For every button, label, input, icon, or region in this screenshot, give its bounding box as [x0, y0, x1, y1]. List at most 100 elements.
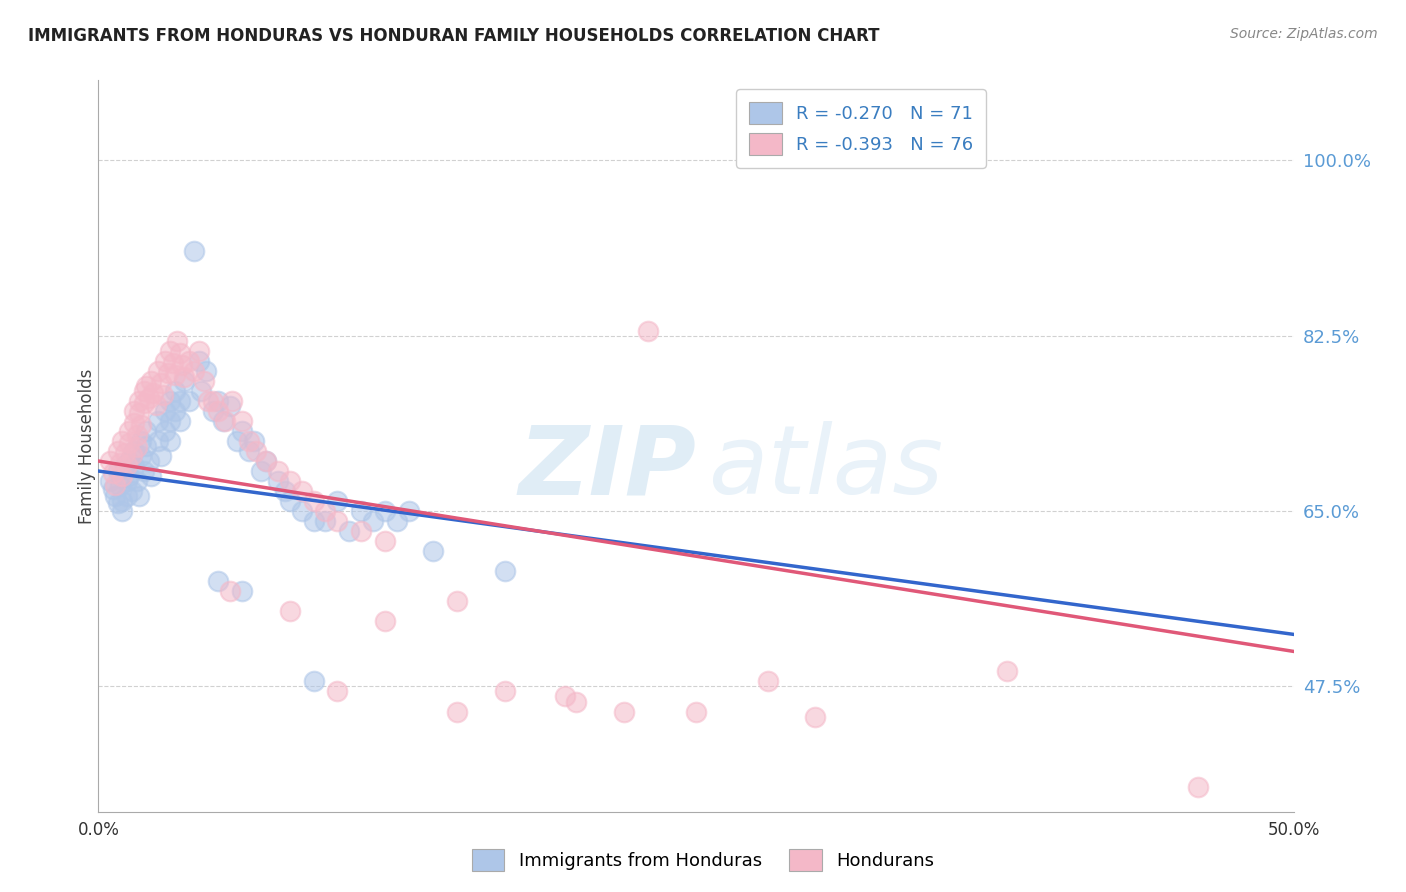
Point	[315, 514, 337, 528]
Point	[804, 709, 827, 723]
Point	[238, 434, 260, 448]
Point	[193, 374, 215, 388]
Point	[207, 393, 229, 408]
Point	[267, 474, 290, 488]
Point	[152, 388, 174, 402]
Point	[169, 346, 191, 360]
Point	[125, 474, 148, 488]
Point	[145, 398, 167, 412]
Point	[326, 684, 349, 698]
Point	[101, 482, 124, 496]
Point	[302, 674, 325, 689]
Point	[139, 374, 162, 388]
Point	[135, 424, 157, 438]
Point	[756, 674, 779, 689]
Point	[163, 404, 186, 418]
Point	[159, 434, 181, 448]
Point	[226, 434, 249, 448]
Point	[107, 496, 129, 510]
Point	[121, 448, 143, 462]
Text: IMMIGRANTS FROM HONDURAS VS HONDURAN FAMILY HOUSEHOLDS CORRELATION CHART: IMMIGRANTS FROM HONDURAS VS HONDURAN FAM…	[28, 27, 880, 45]
Point	[219, 584, 242, 599]
Point	[111, 469, 134, 483]
Point	[494, 564, 516, 578]
Legend: Immigrants from Honduras, Hondurans: Immigrants from Honduras, Hondurans	[465, 842, 941, 879]
Text: Source: ZipAtlas.com: Source: ZipAtlas.com	[1230, 27, 1378, 41]
Point	[214, 414, 236, 428]
Point	[613, 705, 636, 719]
Point	[159, 393, 181, 408]
Point	[173, 369, 195, 384]
Point	[118, 424, 141, 438]
Point	[155, 424, 177, 438]
Point	[128, 406, 150, 420]
Point	[138, 454, 160, 468]
Point	[350, 504, 373, 518]
Point	[124, 458, 146, 473]
Point	[101, 466, 124, 480]
Point	[125, 440, 148, 454]
Point	[162, 356, 184, 370]
Point	[148, 414, 170, 428]
Point	[108, 479, 131, 493]
Point	[339, 524, 361, 538]
Point	[291, 504, 314, 518]
Point	[155, 354, 177, 368]
Point	[238, 444, 260, 458]
Point	[169, 393, 191, 408]
Point	[207, 574, 229, 589]
Point	[107, 444, 129, 458]
Point	[446, 594, 468, 608]
Point	[142, 385, 165, 400]
Point	[374, 504, 396, 518]
Point	[274, 484, 297, 499]
Point	[132, 464, 155, 478]
Point	[115, 489, 138, 503]
Point	[124, 416, 146, 430]
Point	[211, 414, 233, 428]
Point	[302, 514, 325, 528]
Point	[118, 469, 141, 483]
Point	[231, 424, 253, 438]
Point	[195, 364, 218, 378]
Point	[685, 705, 707, 719]
Point	[326, 494, 349, 508]
Point	[108, 456, 131, 470]
Point	[385, 514, 409, 528]
Point	[132, 384, 155, 398]
Point	[114, 446, 136, 460]
Point	[315, 504, 337, 518]
Point	[202, 393, 225, 408]
Point	[243, 434, 266, 448]
Point	[118, 454, 141, 468]
Point	[494, 684, 516, 698]
Point	[131, 449, 153, 463]
Point	[163, 384, 186, 398]
Point	[202, 404, 225, 418]
Point	[135, 379, 157, 393]
Point	[187, 354, 209, 368]
Point	[111, 504, 134, 518]
Legend: R = -0.270   N = 71, R = -0.393   N = 76: R = -0.270 N = 71, R = -0.393 N = 76	[737, 89, 986, 168]
Point	[302, 494, 325, 508]
Point	[104, 478, 127, 492]
Point	[148, 364, 170, 378]
Point	[149, 449, 172, 463]
Point	[190, 384, 212, 398]
Text: ZIP: ZIP	[517, 421, 696, 515]
Point	[565, 694, 588, 708]
Point	[125, 428, 148, 442]
Point	[278, 494, 301, 508]
Point	[124, 404, 146, 418]
Point	[254, 454, 277, 468]
Point	[173, 374, 195, 388]
Point	[163, 368, 186, 382]
Point	[131, 434, 153, 448]
Point	[148, 434, 170, 448]
Point	[207, 404, 229, 418]
Point	[166, 334, 188, 348]
Point	[169, 414, 191, 428]
Point	[183, 364, 205, 378]
Point	[172, 358, 194, 372]
Y-axis label: Family Households: Family Households	[79, 368, 96, 524]
